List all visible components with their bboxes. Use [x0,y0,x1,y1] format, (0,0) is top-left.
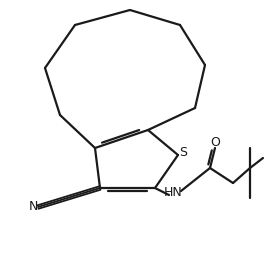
Text: S: S [179,145,187,158]
Text: N: N [28,201,38,214]
Text: HN: HN [164,187,182,200]
Text: O: O [210,136,220,149]
